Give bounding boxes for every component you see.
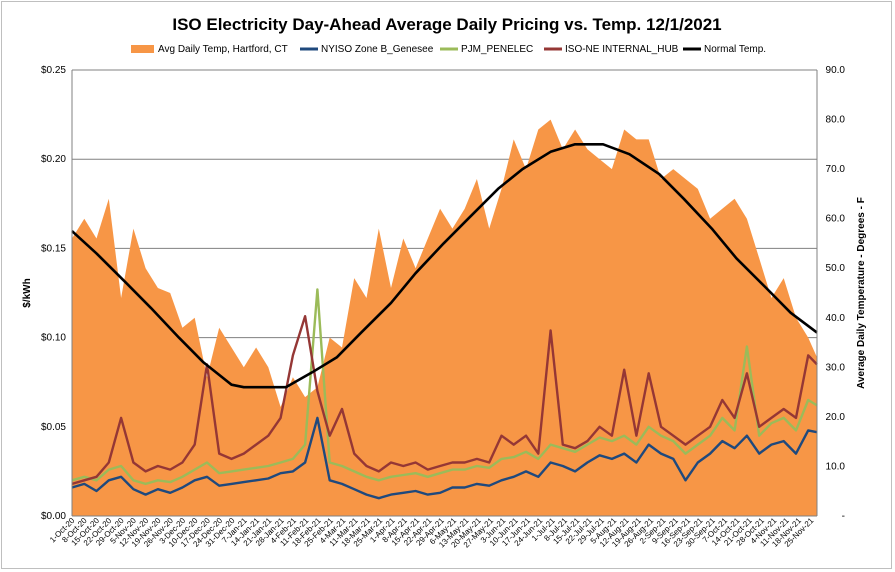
legend-label: NYISO Zone B_Genesee <box>321 44 434 55</box>
legend: Avg Daily Temp, Hartford, CT NYISO Zone B… <box>131 44 766 55</box>
y-right-tick-label: 10.0 <box>826 461 846 472</box>
y-right-tick-label: 50.0 <box>826 263 846 274</box>
y-right-tick-label: 40.0 <box>826 313 846 324</box>
series-line-4 <box>71 143 818 389</box>
y-axis-left-title: $/kWh <box>22 278 33 307</box>
y-left-tick-label: $0.00 <box>41 511 66 522</box>
series-line-3 <box>71 315 818 486</box>
series-line-2 <box>71 288 818 486</box>
y-right-tick-label: 80.0 <box>826 115 846 126</box>
series-area-temp <box>72 119 817 516</box>
legend-swatch <box>131 45 154 53</box>
y-right-tick-label: 70.0 <box>826 164 846 175</box>
y-left-tick-label: $0.20 <box>41 154 66 165</box>
y-right-tick-label: - <box>842 511 845 522</box>
y-left-tick-label: $0.25 <box>41 65 66 76</box>
y-axis-right-title: Average Daily Temperature - Degrees - F <box>856 197 867 389</box>
y-left-tick-label: $0.10 <box>41 333 66 344</box>
y-left-tick-label: $0.05 <box>41 422 66 433</box>
chart-title: ISO Electricity Day-Ahead Average Daily … <box>172 15 721 34</box>
legend-label: Normal Temp. <box>704 44 766 55</box>
plot-area <box>71 119 818 516</box>
y-right-tick-label: 20.0 <box>826 412 846 423</box>
legend-label: PJM_PENELEC <box>461 44 533 55</box>
legend-label: Avg Daily Temp, Hartford, CT <box>158 44 288 55</box>
y-left-tick-label: $0.15 <box>41 243 66 254</box>
y-right-tick-label: 30.0 <box>826 362 846 373</box>
series-line-1 <box>71 416 818 500</box>
y-right-tick-label: 60.0 <box>826 214 846 225</box>
legend-label: ISO-NE INTERNAL_HUB <box>565 44 679 55</box>
y-right-tick-label: 90.0 <box>826 65 846 76</box>
